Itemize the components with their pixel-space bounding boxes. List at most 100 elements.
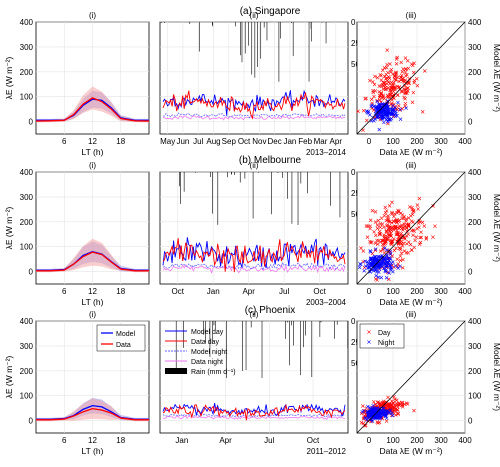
y-axis-label: λE (W m⁻²) bbox=[4, 206, 14, 249]
x-tick-label: 6 bbox=[62, 287, 67, 296]
scatter-point-day bbox=[375, 75, 380, 80]
scatter-point-day bbox=[401, 241, 406, 246]
scatter-point-day bbox=[415, 226, 419, 231]
scatter-point-day bbox=[391, 83, 395, 88]
scatter-point-day bbox=[397, 79, 401, 84]
scatter-point-day bbox=[404, 74, 408, 78]
scatter-point-day bbox=[373, 74, 377, 79]
scatter-point-day bbox=[406, 222, 411, 227]
scatter-point-day bbox=[382, 233, 386, 237]
legend-marker bbox=[367, 330, 371, 334]
y-axis-label: Model λE (W m⁻²) bbox=[492, 343, 500, 411]
scatter-point-day bbox=[410, 63, 415, 68]
series-line-data-night bbox=[162, 263, 346, 274]
y-tick-label: 0 bbox=[468, 268, 473, 277]
scatter-point-night bbox=[365, 404, 370, 409]
scatter-point-day bbox=[373, 233, 378, 238]
scatter-point-day bbox=[392, 405, 396, 409]
scatter-point-day bbox=[368, 78, 372, 83]
scatter-point-day bbox=[389, 231, 393, 236]
scatter-point-day bbox=[378, 98, 382, 102]
x-tick-label: May bbox=[160, 137, 175, 146]
chart-row-1: 0 100 200 300 400 6 12 18 LT (h) λE (W m⁻²) (i) Oct… bbox=[4, 161, 500, 307]
y-tick-label: 400 bbox=[20, 317, 34, 326]
x-tick-label: 12 bbox=[88, 287, 97, 296]
scatter-point-day bbox=[403, 83, 407, 88]
scatter-point-day bbox=[415, 83, 420, 88]
legend-entry: Model night bbox=[191, 349, 227, 356]
x-tick-label: 100 bbox=[386, 137, 400, 146]
scatter-point-night bbox=[379, 110, 384, 115]
scatter-point-day bbox=[372, 229, 376, 234]
scatter-point-day bbox=[384, 419, 389, 423]
scatter-point-day bbox=[393, 397, 397, 402]
scatter-point-day bbox=[362, 409, 367, 413]
scatter-point-day bbox=[400, 90, 404, 94]
x-tick-label: 100 bbox=[386, 436, 400, 445]
scatter-point-day bbox=[411, 233, 415, 238]
scatter-point-night bbox=[404, 106, 408, 110]
x-tick-label: Jan bbox=[207, 287, 220, 296]
scatter-point-day bbox=[417, 218, 422, 223]
scatter-point-night bbox=[388, 256, 393, 261]
scatter-point-day bbox=[389, 80, 394, 85]
y-tick-label: 400 bbox=[20, 168, 34, 177]
rain-tick-label: 0 bbox=[351, 317, 356, 326]
legend-box bbox=[359, 323, 405, 349]
scatter-point-night bbox=[396, 100, 400, 105]
scatter-point-night bbox=[382, 413, 387, 417]
scatter-point-day bbox=[420, 110, 425, 114]
diurnal-panel: 0 100 200 300 400 6 12 18 LT (h) λE (W m⁻²) (i) bbox=[4, 161, 150, 307]
scatter-point-day bbox=[364, 118, 369, 123]
scatter-point-day bbox=[394, 61, 399, 66]
scatter-point-day bbox=[373, 210, 378, 214]
scatter-point-night bbox=[393, 105, 397, 110]
x-tick-label: 6 bbox=[62, 137, 67, 146]
scatter-point-day bbox=[404, 225, 409, 229]
x-tick-label: Feb bbox=[298, 137, 312, 146]
scatter-point-day bbox=[376, 400, 380, 404]
legend-entry: Day bbox=[378, 330, 391, 337]
scatter-point-day bbox=[396, 262, 401, 266]
scatter-point-day bbox=[369, 97, 374, 102]
scatter-point-night bbox=[374, 106, 379, 111]
y-tick-label: 200 bbox=[468, 367, 482, 376]
scatter-point-day bbox=[368, 224, 372, 228]
series-line-model-day bbox=[162, 237, 346, 269]
scatter-point-night bbox=[373, 117, 377, 121]
series-line-model-night bbox=[163, 112, 346, 119]
scatter-point-day bbox=[396, 219, 401, 224]
y-tick-label: 100 bbox=[468, 392, 482, 401]
timeseries-panel: May Jun Jul Aug Sep Oct Nov Dec Jan Feb Mar Apr 0 25 5… bbox=[159, 11, 360, 157]
scatter-point-day bbox=[375, 242, 380, 246]
y-tick-label: 400 bbox=[20, 18, 34, 27]
scatter-point-night bbox=[379, 105, 384, 109]
scatter-point-day bbox=[410, 205, 414, 210]
x-tick-label: 300 bbox=[434, 287, 448, 296]
scatter-point-day bbox=[424, 235, 429, 240]
scatter-point-day bbox=[386, 216, 390, 220]
scatter-panel: 0 100 200 300 400 0 100 200 300 400 Data λE (W m⁻²… bbox=[356, 161, 500, 307]
scatter-point-day bbox=[391, 406, 396, 411]
scatter-point-night bbox=[384, 112, 389, 117]
scatter-point-night bbox=[389, 261, 394, 266]
scatter-point-night bbox=[368, 257, 373, 261]
scatter-point-night bbox=[393, 109, 398, 114]
one-to-one-line bbox=[356, 171, 466, 285]
panel-label: (i) bbox=[89, 11, 96, 20]
legend-entry: Night bbox=[378, 340, 394, 347]
scatter-point-day bbox=[404, 401, 409, 406]
scatter-point-day bbox=[377, 238, 381, 243]
x-tick-label: 0 bbox=[367, 287, 372, 296]
scatter-point-night bbox=[384, 416, 389, 421]
scatter-point-day bbox=[424, 237, 429, 241]
y-tick-label: 100 bbox=[20, 93, 34, 102]
scatter-point-night bbox=[398, 264, 402, 269]
scatter-point-day bbox=[391, 400, 396, 405]
scatter-point-night bbox=[363, 416, 367, 421]
scatter-point-day bbox=[361, 404, 365, 408]
scatter-point-night bbox=[381, 406, 386, 411]
scatter-point-night bbox=[389, 266, 394, 270]
date-range-label: 2011–2012 bbox=[307, 447, 347, 456]
